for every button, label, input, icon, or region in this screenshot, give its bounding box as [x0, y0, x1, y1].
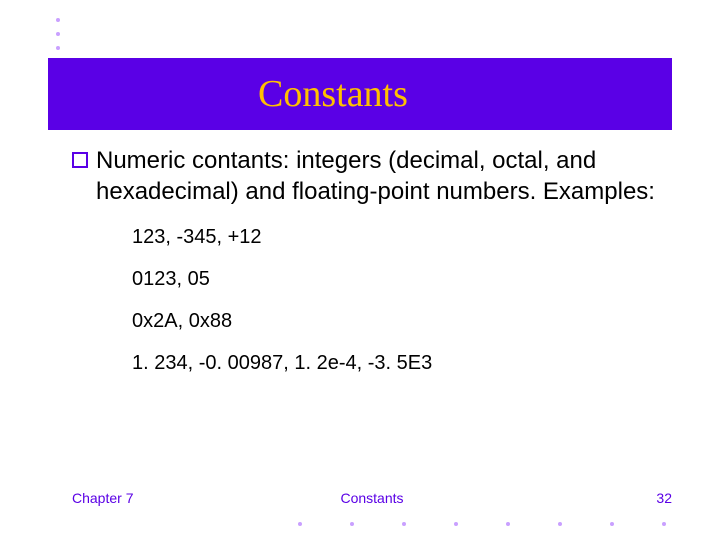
- slide: Constants Numeric contants: integers (de…: [0, 0, 720, 540]
- dot-icon: [558, 522, 562, 526]
- decoration-dots-bottom: [72, 522, 672, 526]
- square-bullet-icon: [72, 152, 88, 168]
- example-line: 123, -345, +12: [132, 225, 672, 249]
- dot-icon: [662, 522, 666, 526]
- title-bar: Constants: [48, 58, 672, 130]
- dot-icon: [56, 46, 60, 50]
- example-line: 1. 234, -0. 00987, 1. 2e-4, -3. 5E3: [132, 351, 672, 375]
- dot-icon: [56, 32, 60, 36]
- dot-icon: [56, 18, 60, 22]
- example-line: 0x2A, 0x88: [132, 309, 672, 333]
- bullet-text: Numeric contants: integers (decimal, oct…: [96, 146, 672, 207]
- example-line: 0123, 05: [132, 267, 672, 291]
- dot-icon: [506, 522, 510, 526]
- footer-chapter: Chapter 7: [72, 490, 133, 506]
- dot-icon: [402, 522, 406, 526]
- dot-icon: [610, 522, 614, 526]
- dot-icon: [298, 522, 302, 526]
- dot-icon: [350, 522, 354, 526]
- slide-title: Constants: [258, 72, 408, 116]
- footer-page-number: 32: [656, 490, 672, 506]
- examples-list: 123, -345, +12 0123, 05 0x2A, 0x88 1. 23…: [132, 225, 672, 375]
- decoration-dots-top: [56, 18, 60, 60]
- slide-body: Numeric contants: integers (decimal, oct…: [72, 146, 672, 393]
- slide-footer: Chapter 7 Constants 32: [72, 490, 672, 506]
- bullet-item: Numeric contants: integers (decimal, oct…: [72, 146, 672, 207]
- dot-icon: [454, 522, 458, 526]
- footer-title: Constants: [340, 490, 403, 506]
